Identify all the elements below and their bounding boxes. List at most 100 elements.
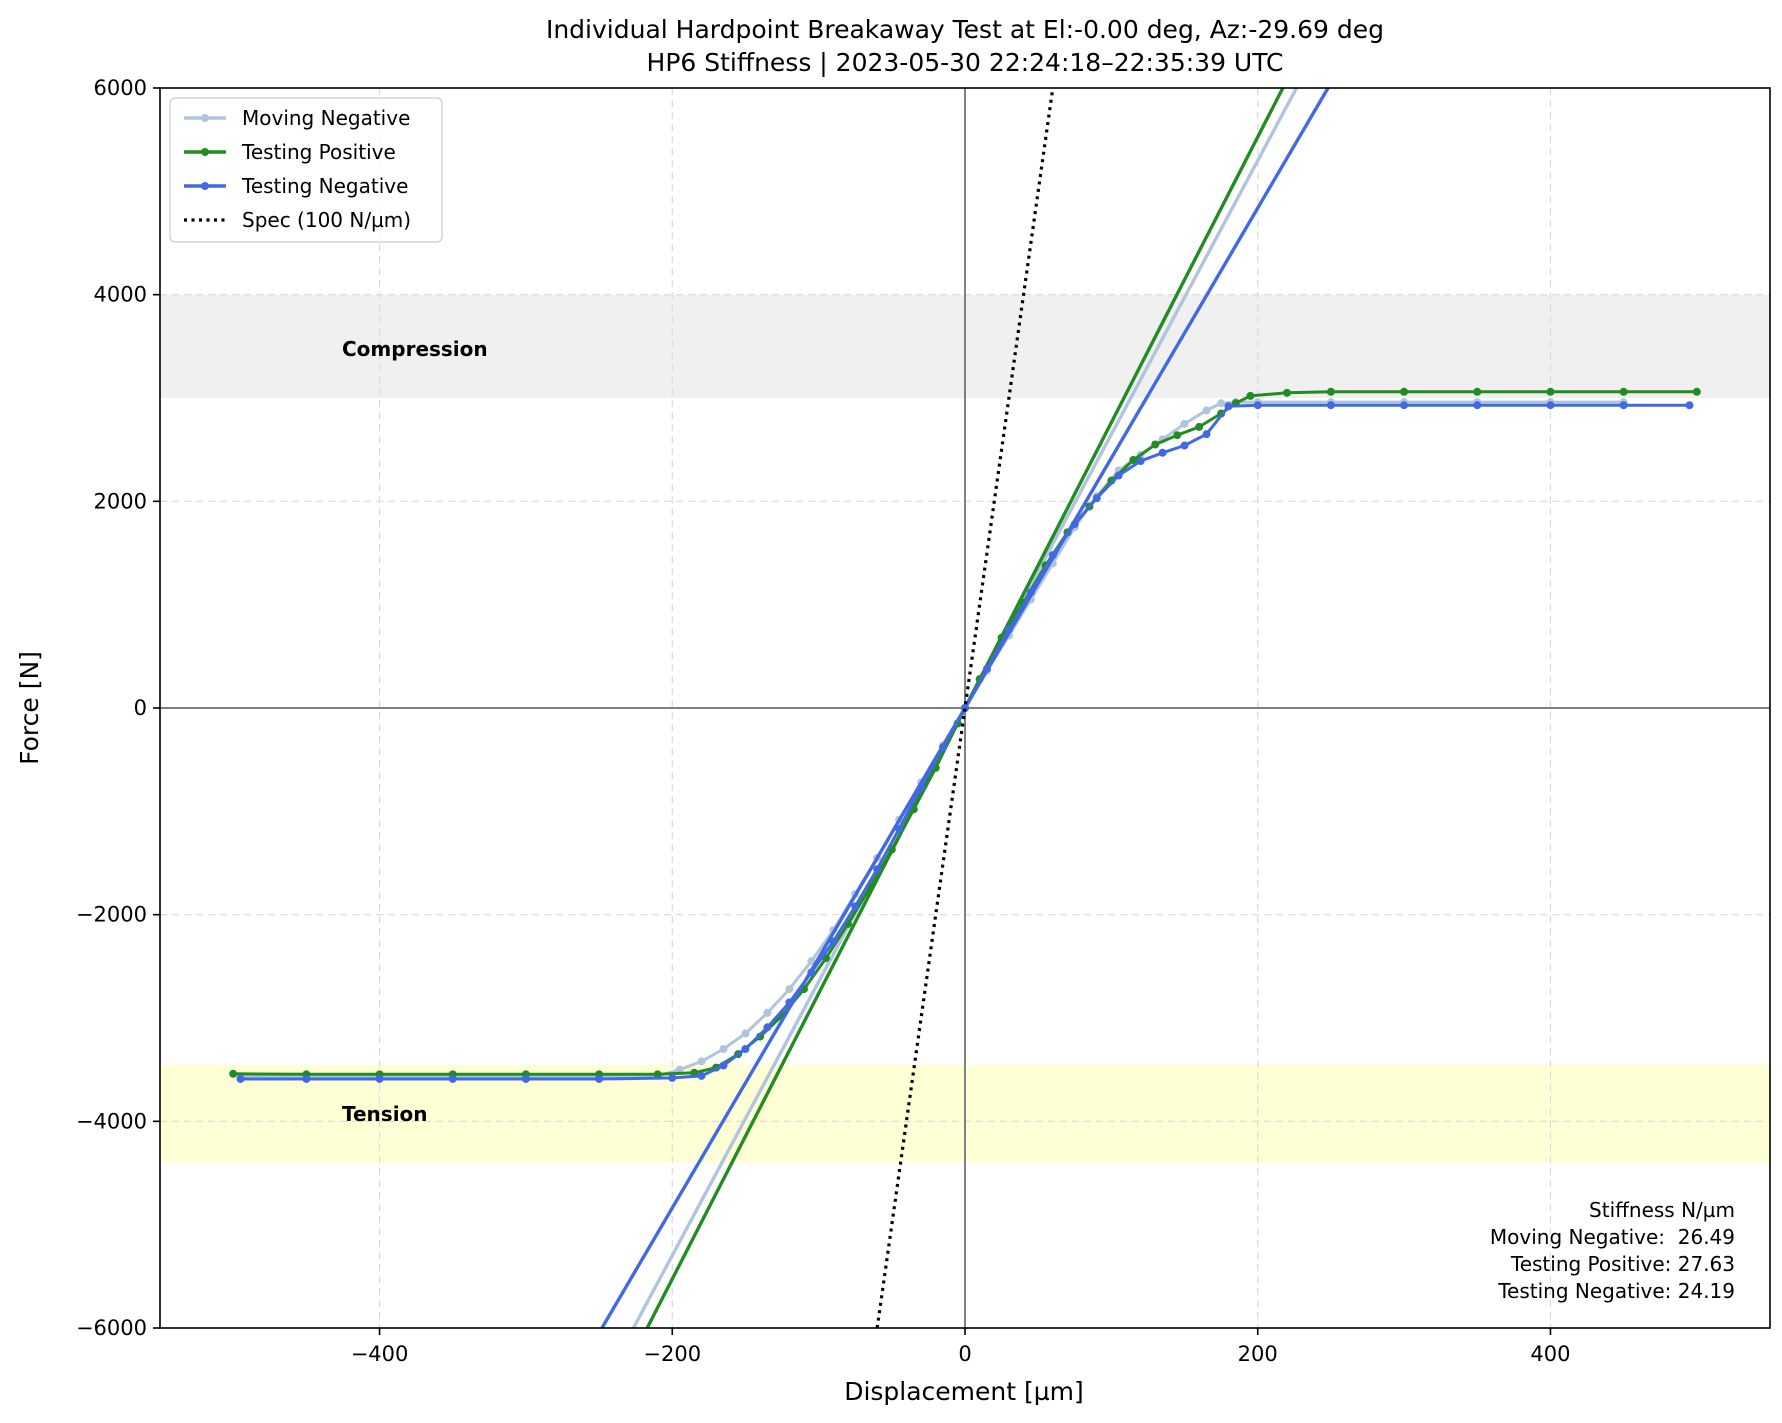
point-moving-negative [719,1045,728,1053]
y-tick-label: 2000 [94,489,147,513]
x-axis-label: Displacement [µm] [844,1377,1084,1406]
x-tick-label: 0 [958,1342,971,1366]
point-testing-positive [1619,387,1628,396]
band-label-compression: Compression [342,337,488,361]
y-tick-label: 6000 [94,76,147,100]
legend-item-testing-negative: Testing Negative [184,174,408,198]
point-testing-negative [982,664,991,673]
point-testing-negative [1092,494,1101,503]
point-testing-negative [1158,448,1167,457]
point-testing-negative [1026,588,1035,597]
legend-item-moving-negative: Moving Negative [184,106,410,130]
stiffness-line-testing-negative: Testing Negative: 24.19 [1497,1279,1735,1303]
point-testing-negative [521,1074,530,1083]
legend: Moving Negative Testing Positive Testing N… [169,97,443,243]
band-labels: Compression Tension [342,337,488,1126]
y-ticks: −6000 −4000 −2000 0 2000 4000 6000 [76,76,160,1340]
point-testing-positive [653,1070,662,1079]
point-testing-positive [1326,387,1335,396]
legend-label: Spec (100 N/µm) [242,208,411,232]
y-tick-label: 0 [134,696,147,720]
point-testing-negative [302,1074,311,1083]
point-moving-negative [1217,399,1226,408]
y-tick-label: −4000 [76,1109,147,1133]
point-testing-negative [1619,401,1628,410]
point-testing-negative [375,1074,384,1083]
curve-moving-negative [240,400,1624,1079]
point-testing-negative [807,968,816,977]
x-tick-label: 400 [1530,1342,1570,1366]
point-moving-negative [1202,406,1211,415]
y-axis-label: Force [N] [15,651,44,765]
spec-line [875,88,1055,1328]
point-testing-positive [1129,456,1138,464]
band-label-tension: Tension [342,1102,428,1126]
series-testing-negative [236,88,1694,1328]
point-testing-positive [1283,388,1291,397]
point-testing-negative [1224,402,1233,411]
point-testing-positive [1173,431,1182,440]
point-moving-negative [697,1057,706,1066]
point-testing-positive [1692,387,1701,396]
point-testing-negative [763,1023,772,1032]
point-testing-negative [939,743,948,752]
legend-item-spec-100-n-m: Spec (100 N/µm) [184,208,411,232]
stiffness-box: Stiffness N/µm Moving Negative: 26.49 Te… [1490,1198,1735,1303]
point-testing-negative [851,902,860,911]
point-testing-negative [1253,401,1262,410]
legend-label: Testing Negative [241,174,408,198]
point-moving-negative [1180,419,1189,428]
y-tick-label: −6000 [76,1316,147,1340]
point-moving-negative [763,1008,772,1017]
stiffness-header: Stiffness N/µm [1589,1198,1735,1222]
point-testing-positive [1195,422,1204,431]
point-testing-negative [697,1071,706,1080]
stiffness-line-moving-negative: Moving Negative: 26.49 [1490,1225,1735,1249]
x-tick-label: −200 [643,1342,701,1366]
point-testing-negative [1180,441,1189,450]
y-tick-label: 4000 [94,283,147,307]
x-ticks: −400 −200 0 200 400 [351,1328,1571,1366]
point-moving-negative [807,957,816,966]
point-testing-negative [1202,430,1211,439]
point-testing-negative [1685,401,1694,410]
y-tick-label: −2000 [76,903,147,927]
point-testing-negative [448,1074,457,1083]
point-moving-negative [785,985,794,994]
point-testing-negative [1326,401,1335,410]
point-testing-negative [1048,551,1057,560]
legend-marker [201,114,209,122]
point-testing-negative [1114,471,1123,480]
point-moving-negative [741,1029,750,1038]
point-testing-negative [236,1074,245,1083]
legend-marker [201,148,209,156]
point-testing-positive [1151,440,1160,449]
legend-item-testing-positive: Testing Positive [184,140,396,164]
point-testing-negative [668,1073,677,1082]
legend-box [169,97,443,243]
point-testing-negative [1473,401,1482,410]
point-testing-positive [1400,387,1409,396]
chart-subtitle: HP6 Stiffness | 2023-05-30 22:24:18–22:3… [647,48,1284,77]
point-testing-positive [1546,387,1555,396]
point-testing-negative [1070,520,1079,529]
legend-label: Moving Negative [242,106,410,130]
legend-label: Testing Positive [241,140,396,164]
point-testing-negative [1546,401,1555,410]
point-testing-negative [873,865,882,874]
point-moving-negative [675,1065,684,1074]
point-testing-positive [1246,391,1255,400]
point-testing-negative [785,998,794,1007]
legend-marker [201,182,209,190]
series-spec-100-n-m [875,88,1055,1328]
point-testing-negative [741,1045,750,1053]
point-testing-negative [961,704,969,712]
point-testing-negative [1400,401,1409,410]
x-tick-label: 200 [1238,1342,1278,1366]
point-testing-negative [917,783,926,792]
point-testing-positive [1473,387,1482,396]
point-testing-negative [829,937,838,946]
stiffness-line-testing-positive: Testing Positive: 27.63 [1510,1252,1735,1276]
point-testing-negative [1136,457,1145,466]
